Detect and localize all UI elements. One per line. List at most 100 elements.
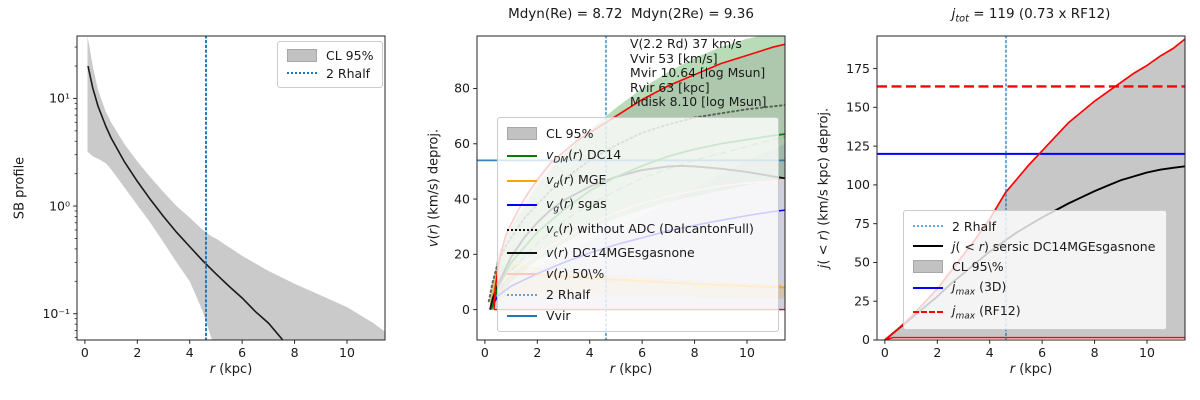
x-tick-label: 8 (691, 345, 699, 360)
x-tick-label: 6 (1038, 345, 1046, 360)
legend-line-swatch (507, 293, 537, 296)
y-tick-label: 100 (846, 177, 870, 192)
axes-spines (476, 35, 786, 341)
legend-line-swatch (507, 179, 537, 182)
x-axis-label: r (kpc) (609, 362, 653, 377)
x-tick-label: 4 (586, 345, 594, 360)
y-tick-label: 10⁻¹ (42, 306, 70, 321)
legend-line-swatch (913, 225, 943, 228)
annotation-line: Vvir 53 [km/s] (630, 50, 718, 66)
y-tick-label: 150 (846, 100, 870, 115)
x-tick-label: 6 (638, 345, 646, 360)
x-tick-label: 0 (481, 345, 489, 360)
legend-label: vDM(r) DC14 (546, 147, 622, 166)
x-tick-label: 2 (133, 345, 141, 360)
legend-label: 2 Rhalf (952, 218, 997, 234)
x-tick-label: 6 (238, 345, 246, 360)
y-axis-label: SB profile (12, 156, 28, 220)
legend-label: v(r) DC14MGEsgasnone (546, 245, 695, 260)
legend-line-swatch (507, 251, 537, 254)
panel-angular-momentum: 0 2 4 6 8 10 0 25 50 75 100 125 150 175 jtot = 119 (0… (800, 0, 1200, 400)
legend-line-swatch (913, 245, 943, 248)
legend-entry: jmax (RF12) (913, 302, 1157, 322)
legend-entry: jmax (3D) (913, 279, 1157, 298)
legend: CL 95% 2 Rhalf (277, 41, 383, 88)
legend-label: 2 Rhalf (326, 65, 371, 81)
legend-entry: vd(r) MGE (507, 171, 769, 191)
y-tick-label: 60 (454, 136, 470, 151)
x-tick-label: 2 (533, 345, 541, 360)
x-axis-label: r (kpc) (209, 362, 253, 377)
axes-spines (76, 35, 386, 341)
x-tick-label: 4 (986, 345, 994, 360)
y-axis-label: j( < r) (km/s kpc) deproj. (816, 107, 832, 269)
x-tick-label: 2 (933, 345, 941, 360)
series-j-lower-cl (884, 336, 1185, 340)
y-tick-label: 40 (454, 191, 470, 206)
legend-entry: v(r) 50\% (507, 266, 769, 281)
axes-spines (876, 35, 1186, 341)
legend-line-swatch (507, 155, 537, 158)
legend-entry: 2 Rhalf (287, 66, 373, 81)
legend-label: CL 95% (546, 126, 594, 141)
legend-label: j( < r) sersic DC14MGEsgasnone (952, 238, 1156, 254)
series-sb-median (87, 65, 284, 340)
legend-label: Vvir (546, 308, 571, 323)
legend: 2 Rhalf j( < r) sersic DC14MGEsgasnone CL … (903, 210, 1167, 330)
annotation-line: Mdisk 8.10 [log Msun] (630, 94, 767, 110)
y-tick-label: 0 (862, 332, 870, 347)
y-tick-label: 20 (454, 247, 470, 262)
legend-label: CL 95\% (952, 258, 1004, 274)
legend: CL 95% vDM(r) DC14 vd(r) MGE vg(r) sgas vc(r… (497, 117, 779, 332)
legend-label: vd(r) MGE (546, 171, 607, 191)
legend-entry: CL 95% (287, 48, 373, 63)
legend-label: vc(r) without ADC (DalcantonFull) (546, 220, 754, 240)
x-axis-label: r (kpc) (1009, 362, 1053, 377)
x-tick-label: 10 (1139, 345, 1155, 360)
x-tick-label: 0 (81, 345, 89, 360)
y-tick-label: 10⁰ (49, 198, 70, 213)
legend-entry: vc(r) without ADC (DalcantonFull) (507, 220, 769, 240)
legend-label: jmax (RF12) (952, 302, 1021, 322)
legend-line-swatch (287, 72, 317, 75)
annotation-block: V(2.2 Rd) 37 km/s Vvir 53 [km/s] Mvir 10.6… (630, 37, 786, 110)
legend-line-swatch (507, 204, 537, 207)
legend-line-swatch (507, 228, 537, 231)
panel-velocity-profile: 0 2 4 6 8 10 0 20 40 60 80 Mdyn(Re) = 8.72 Mdyn(2R… (400, 0, 800, 400)
x-tick-label: 10 (339, 345, 355, 360)
x-tick-label: 8 (1091, 345, 1099, 360)
legend-entry: vg(r) sgas (507, 196, 769, 215)
legend-line-swatch (913, 311, 943, 314)
legend-entry: v(r) DC14MGEsgasnone (507, 245, 769, 260)
legend-label: 2 Rhalf (546, 287, 591, 302)
legend-entry: Vvir (507, 308, 769, 323)
x-tick-label: 4 (186, 345, 194, 360)
legend-label: CL 95% (326, 48, 374, 64)
y-tick-label: 10¹ (49, 91, 70, 106)
y-axis-label: v(r) (km/s) deproj. (426, 128, 442, 248)
panel-title: jtot = 119 (0.73 x RF12) (951, 6, 1111, 25)
legend-label: v(r) 50\% (546, 266, 605, 281)
series-cl95-band (87, 36, 385, 340)
legend-entry: 2 Rhalf (507, 287, 769, 302)
y-tick-label: 50 (854, 255, 870, 270)
plot-canvas-sb-profile: 0 2 4 6 8 10 10¹ 10⁰ 10⁻¹ (42, 35, 386, 360)
y-tick-label: 0 (462, 302, 470, 317)
x-tick-label: 10 (739, 345, 755, 360)
y-tick-label: 75 (854, 216, 870, 231)
legend-line-swatch (507, 272, 537, 275)
legend-entry: CL 95% (507, 126, 769, 141)
panel-sb-profile: 0 2 4 6 8 10 10¹ 10⁰ 10⁻¹ r (kpc) SB profile CL … (0, 0, 400, 400)
y-tick-label: 175 (846, 61, 870, 76)
y-tick-label: 125 (846, 138, 870, 153)
plot-area-j: 0 2 4 6 8 10 0 25 50 75 100 125 150 175 (800, 0, 1200, 400)
legend-entry: j( < r) sersic DC14MGEsgasnone (913, 239, 1157, 254)
legend-line-swatch (913, 287, 943, 290)
annotation-line: Mvir 10.64 [log Msun] (630, 65, 766, 81)
legend-label: jmax (3D) (952, 279, 1007, 298)
plot-area-sb: 0 2 4 6 8 10 10¹ 10⁰ 10⁻¹ (0, 0, 400, 400)
legend-patch-swatch (913, 259, 943, 273)
y-tick-label: 25 (854, 293, 870, 308)
